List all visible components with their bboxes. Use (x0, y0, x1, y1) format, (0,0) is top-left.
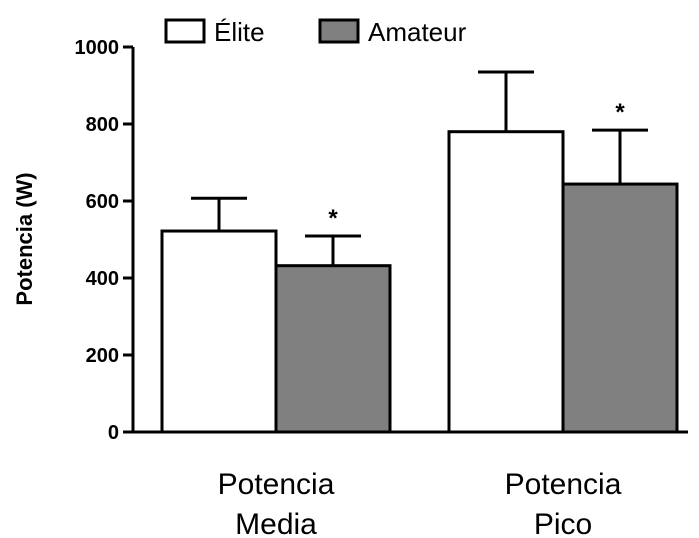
bar (561, 182, 679, 434)
significance-marker: * (328, 205, 338, 232)
significance-marker: * (615, 99, 625, 126)
legend: Élite Amateur (164, 17, 467, 47)
bar (447, 130, 565, 434)
y-tick-label: 1000 (75, 37, 120, 59)
legend-label: Amateur (368, 17, 467, 47)
legend-swatch (318, 18, 360, 44)
bars-layer (160, 130, 679, 434)
y-tick-label: 0 (108, 422, 119, 444)
category-label: Potencia (505, 468, 622, 501)
y-tick-label: 600 (86, 191, 119, 213)
category-label: Media (235, 508, 317, 538)
bar (274, 264, 392, 434)
legend-label: Élite (214, 17, 265, 47)
category-label: Potencia (218, 468, 335, 501)
y-axis: 0 200 400 600 800 1000 (75, 37, 135, 444)
y-axis-title-group: Potencia (W) (12, 172, 37, 305)
bar (160, 229, 278, 434)
category-label: Pico (534, 508, 592, 538)
significance-layer: ** (328, 99, 625, 232)
category-labels: Potencia Media Potencia Pico (218, 468, 622, 538)
y-tick-label: 400 (86, 268, 119, 290)
legend-swatch (164, 18, 206, 44)
y-axis-title: Potencia (W) (12, 172, 37, 305)
error-bars-layer (191, 70, 648, 266)
y-tick-label: 200 (86, 345, 119, 367)
y-tick-label: 800 (86, 114, 119, 136)
